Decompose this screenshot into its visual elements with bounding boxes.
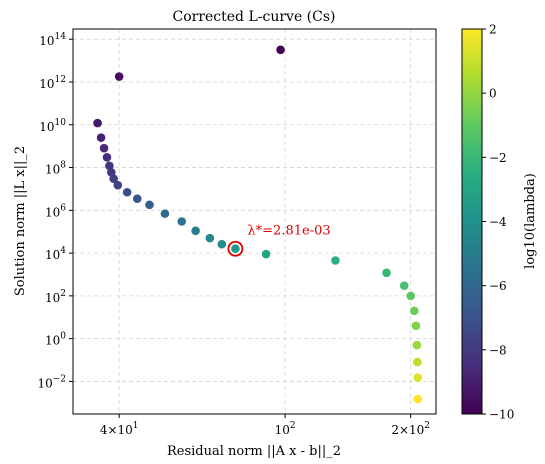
data-point [109, 174, 118, 184]
y-axis-title: Solution norm ||L x||_2 [13, 146, 28, 296]
grid-lines [73, 29, 436, 414]
y-tick-label: 100 [45, 332, 66, 348]
data-point [122, 187, 132, 197]
data-point [412, 340, 422, 350]
data-point [413, 373, 423, 382]
data-point [261, 249, 271, 259]
data-point [399, 281, 409, 290]
data-point [145, 200, 154, 210]
colorbar-title: log10(lambda) [523, 173, 538, 269]
data-point [205, 233, 215, 243]
x-tick-label: 102 [275, 421, 296, 437]
selected-lambda-label: λ*=2.81e-03 [247, 224, 330, 239]
data-point [231, 244, 240, 254]
data-point [113, 180, 123, 190]
data-point [114, 72, 124, 81]
y-tick-label: 10−2 [37, 374, 66, 390]
y-tick-label: 102 [45, 289, 66, 305]
colorbar [461, 28, 483, 415]
data-point [93, 118, 102, 128]
colorbar-tick-label: −4 [489, 215, 507, 229]
y-tick-label: 1010 [39, 118, 66, 134]
y-axis-ticks: 10−2 100 102 104 106 108 1010 1012 1014 [37, 32, 73, 390]
colorbar-tick-label: 2 [489, 23, 497, 37]
plot-frame [72, 28, 437, 415]
data-point [191, 226, 200, 236]
y-tick-label: 108 [45, 161, 66, 177]
y-tick-label: 1014 [39, 32, 66, 48]
data-point [99, 143, 109, 153]
annotation-layer: λ*=2.81e-03 [227, 224, 331, 257]
data-point [160, 209, 170, 218]
data-point [132, 194, 142, 203]
x-axis-ticks: 4×101 102 2×102 [100, 414, 430, 437]
x-tick-label: 2×102 [391, 421, 430, 437]
x-axis-title: Residual norm ||A x - b||_2 [167, 444, 341, 459]
data-point [413, 357, 422, 367]
chart-title: Corrected L-curve (Cs) [172, 9, 335, 25]
data-point [102, 153, 112, 162]
data-point [382, 268, 391, 278]
data-point [217, 239, 227, 249]
data-point [276, 45, 285, 55]
colorbar-tick-label: −8 [489, 343, 507, 357]
data-point [406, 291, 415, 301]
y-tick-label: 106 [45, 203, 66, 219]
y-tick-label: 1012 [39, 75, 66, 91]
data-point [331, 256, 340, 265]
data-point [409, 306, 419, 316]
y-tick-label: 104 [45, 246, 66, 262]
data-point [177, 217, 187, 226]
colorbar-tick-label: −6 [489, 279, 507, 293]
colorbar-tick-label: 0 [489, 87, 497, 101]
colorbar-tick-label: −2 [489, 151, 507, 165]
colorbar-tick-label: −10 [489, 408, 514, 422]
data-point [96, 133, 106, 142]
data-point [411, 321, 421, 331]
colorbar-ticks: 2 0 −2 −4 −6 −8 −10 [482, 23, 514, 422]
selected-point-marker [227, 240, 244, 257]
data-points [93, 45, 423, 404]
data-point [413, 394, 423, 404]
x-tick-label: 4×101 [100, 421, 139, 437]
